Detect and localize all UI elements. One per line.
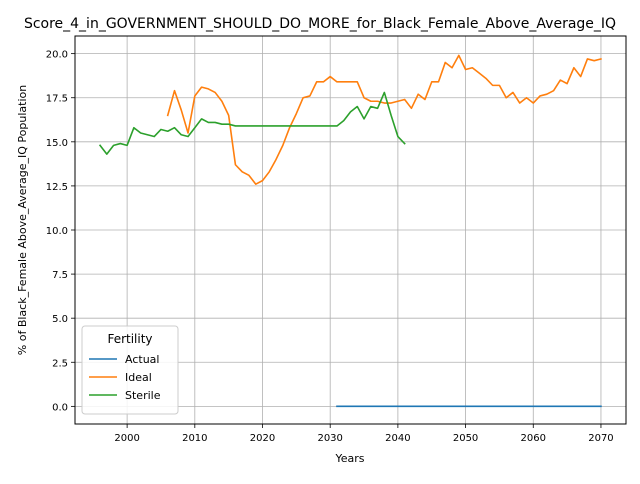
- legend-label-ideal: Ideal: [125, 371, 152, 384]
- series-line-ideal: [166, 54, 602, 185]
- x-tick-label: 2060: [521, 433, 546, 444]
- x-tick-label: 2070: [588, 433, 613, 444]
- legend-label-sterile: Sterile: [125, 389, 161, 402]
- grid-layer: [75, 36, 626, 424]
- y-tick-label: 10.0: [46, 226, 68, 237]
- y-tick-label: 2.5: [52, 358, 68, 369]
- legend: Fertility Actual Ideal Sterile: [81, 325, 179, 415]
- legend-entries: Actual Ideal Sterile: [89, 353, 161, 402]
- legend-box: [81, 325, 179, 415]
- x-tick-label: 2020: [250, 433, 275, 444]
- y-tick-label: 12.5: [46, 182, 68, 193]
- x-axis-label: Years: [334, 452, 364, 465]
- y-tick-label: 15.0: [46, 138, 68, 149]
- legend-title: Fertility: [107, 332, 152, 346]
- tick-layer: 2000 2010 2020 2030 2040 2050 2060 2070 0.0 2.5 5.…: [46, 50, 614, 444]
- x-tick-label: 2050: [453, 433, 478, 444]
- y-tick-label: 20.0: [46, 50, 68, 61]
- legend-label-actual: Actual: [125, 353, 159, 366]
- y-tick-label: 17.5: [46, 94, 68, 105]
- y-tick-label: 7.5: [52, 270, 68, 281]
- x-tick-label: 2030: [317, 433, 342, 444]
- y-tick-label: 0.0: [52, 402, 68, 413]
- series-line-sterile: [98, 91, 406, 155]
- y-axis-label: % of Black_Female Above_Average_IQ Popul…: [16, 85, 29, 355]
- x-tick-label: 2000: [114, 433, 139, 444]
- series-layer: [98, 54, 602, 408]
- y-tick-label: 5.0: [52, 314, 68, 325]
- x-tick-label: 2040: [385, 433, 410, 444]
- chart-title: Score_4_in_GOVERNMENT_SHOULD_DO_MORE_for…: [24, 16, 616, 32]
- x-tick-label: 2010: [182, 433, 207, 444]
